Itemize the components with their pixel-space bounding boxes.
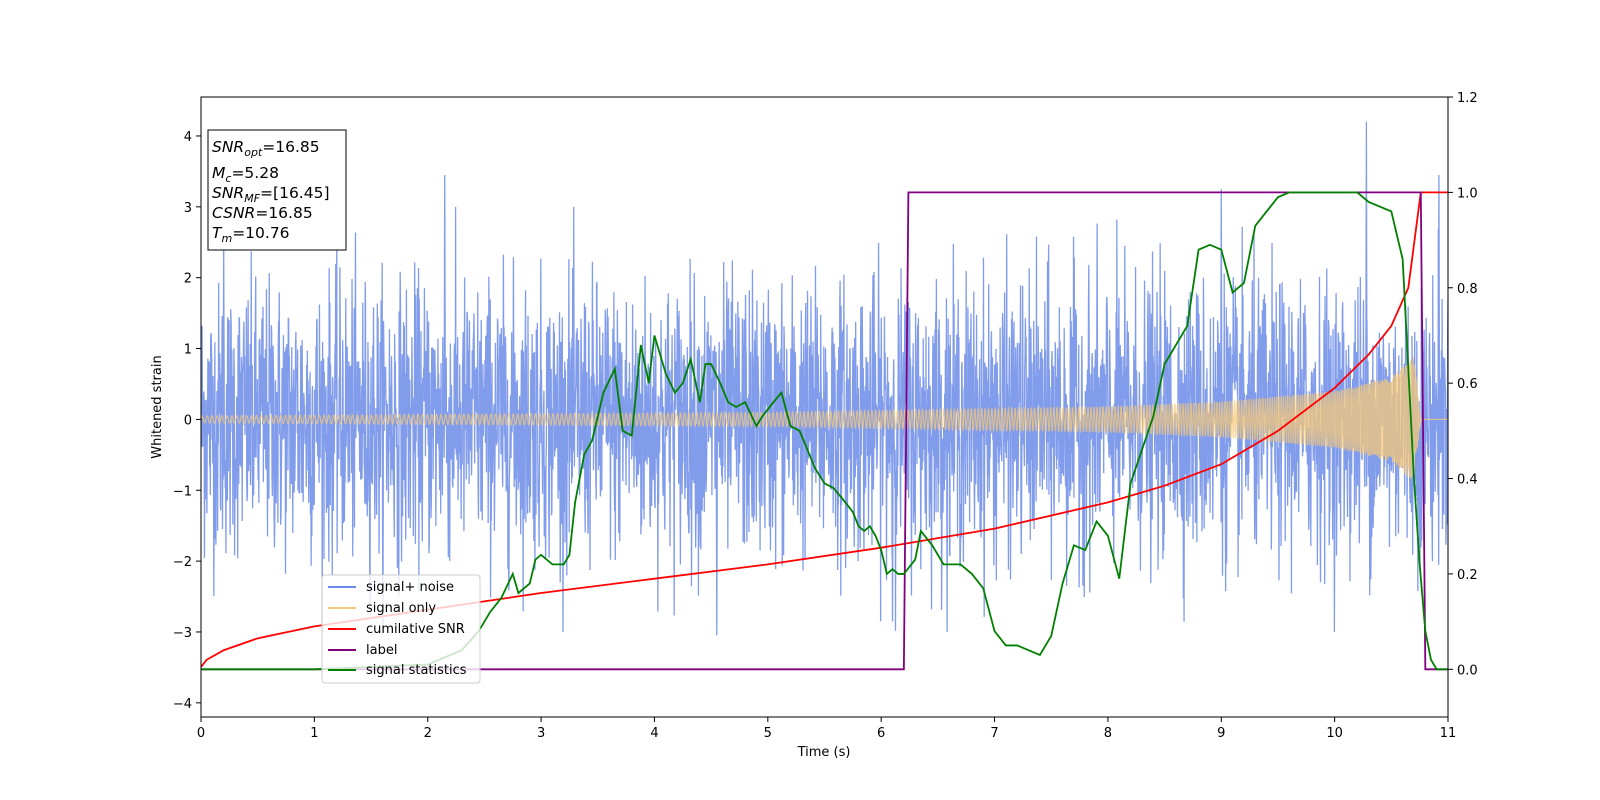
series-signal-only	[201, 356, 1448, 479]
series-label	[201, 191, 1448, 671]
x-tick-label: 3	[537, 726, 545, 741]
info-box-frame	[207, 129, 347, 251]
x-tick-label: 5	[764, 726, 772, 741]
x-tick-label: 2	[424, 726, 432, 741]
legend-item: signal+ noise	[328, 580, 454, 595]
y-left-tick-label: −2	[173, 555, 192, 570]
info-csnr: CSNR=16.85	[212, 204, 313, 222]
info-tm: Tm=10.76	[212, 224, 290, 245]
x-tick-label: 8	[1104, 726, 1112, 741]
legend-label: label	[366, 643, 397, 658]
legend-label: cumilative SNR	[366, 622, 465, 637]
info-box: SNRopt=16.85 Mc=5.28 SNRMF=[16.45] CSNR=…	[207, 129, 347, 251]
plot-frame	[200, 96, 1449, 718]
series-layer	[201, 121, 1448, 671]
y-left-tick-label: 3	[184, 201, 192, 216]
y-right-tick-label: 0.6	[1457, 377, 1478, 392]
x-tick-label: 0	[197, 726, 205, 741]
y-right-tick-label: 1.0	[1457, 186, 1478, 201]
y-left-tick-label: 2	[184, 272, 192, 287]
legend-item: cumilative SNR	[328, 622, 465, 637]
x-tick-label: 9	[1217, 726, 1225, 741]
y-left-tick-label: −3	[173, 626, 192, 641]
legend-label: signal+ noise	[366, 580, 454, 595]
x-axis-title: Time (s)	[797, 745, 851, 760]
y-axis-title: Whitened strain	[150, 355, 165, 458]
y-left-tick-label: −4	[173, 697, 192, 712]
y-right-tick-label: 0.8	[1457, 282, 1478, 297]
y-left-tick-label: 4	[184, 130, 192, 145]
x-tick-label: 6	[877, 726, 885, 741]
x-tick-label: 11	[1440, 726, 1457, 741]
y-left-tick-label: 0	[184, 413, 192, 428]
info-snr-mf: SNRMF=[16.45]	[212, 184, 330, 205]
x-tick-label: 10	[1326, 726, 1343, 741]
y-right-tick-label: 1.2	[1457, 91, 1478, 106]
legend-frame	[321, 574, 481, 684]
y-left-tick-label: 1	[184, 343, 192, 358]
axes-layer: 0 1 2 3 4 5 6 7 8 9 10 11 −4 −3 −2 −1 0 1 2 3 4 0.0 0.2 0.4 0.6 0…	[173, 91, 1478, 741]
y-right-tick-label: 0.0	[1457, 663, 1478, 678]
x-tick-label: 1	[310, 726, 318, 741]
x-tick-label: 4	[650, 726, 658, 741]
info-mc: Mc=5.28	[212, 164, 279, 185]
series-signal-statistics	[201, 191, 1448, 671]
legend-item: label	[328, 643, 397, 658]
legend-item: signal only	[328, 601, 436, 616]
y-right-tick-label: 0.4	[1457, 473, 1478, 488]
legend-item: signal statistics	[328, 663, 467, 678]
y-left-tick-label: −1	[173, 484, 192, 499]
legend-label: signal statistics	[366, 663, 467, 678]
x-tick-label: 7	[990, 726, 998, 741]
series-cumulative-snr	[201, 191, 1448, 668]
y-right-tick-label: 0.2	[1457, 568, 1478, 583]
info-snr-opt: SNRopt=16.85	[212, 138, 320, 159]
legend: signal+ noise signal only cumilative SNR…	[321, 574, 481, 684]
legend-label: signal only	[366, 601, 436, 616]
